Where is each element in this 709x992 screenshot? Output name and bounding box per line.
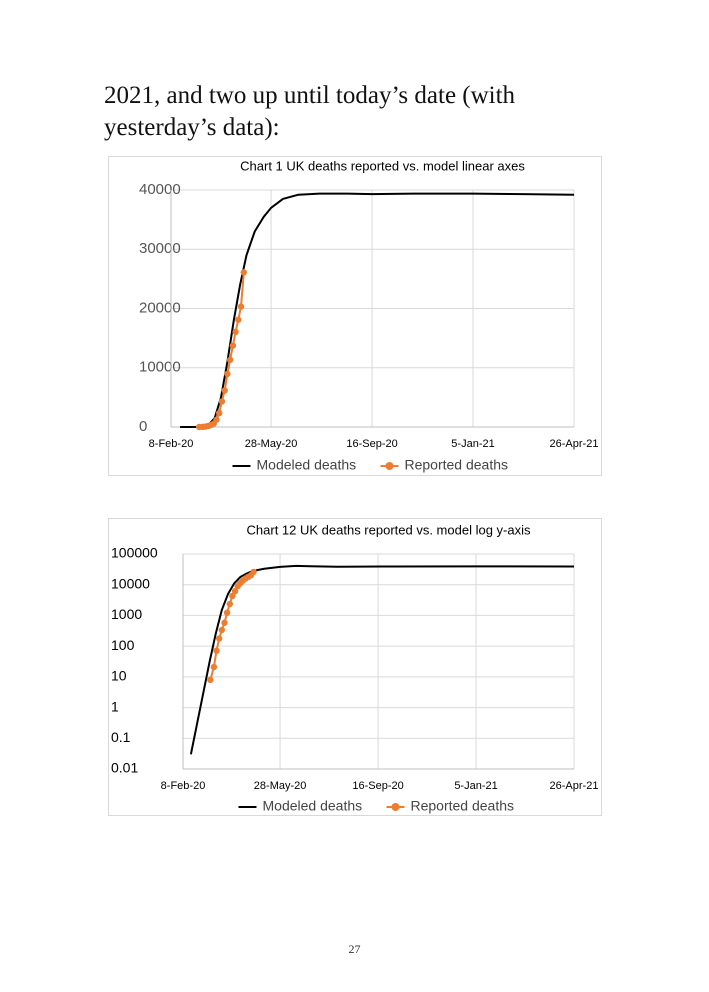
- legend-swatch: [391, 803, 400, 811]
- y-tick-label: 10000: [111, 575, 150, 591]
- x-tick-label: 8-Feb-20: [161, 780, 206, 792]
- y-tick-label: 100: [111, 637, 135, 653]
- data-point: [215, 635, 223, 642]
- y-tick-label: 100000: [111, 545, 158, 561]
- page-number: 27: [348, 942, 361, 956]
- data-point: [216, 409, 223, 417]
- data-point: [250, 568, 257, 576]
- x-tick-label: 5-Jan-21: [454, 780, 497, 792]
- legend-label: Modeled deaths: [257, 457, 357, 473]
- data-point: [213, 647, 220, 654]
- y-tick-label: 10: [111, 668, 127, 684]
- legend-label: Reported deaths: [405, 457, 509, 473]
- y-tick-label: 30000: [139, 240, 181, 257]
- data-point: [240, 269, 247, 276]
- data-point: [218, 398, 226, 405]
- x-tick-label: 28-May-20: [245, 438, 298, 450]
- y-tick-label: 1000: [111, 606, 142, 622]
- y-tick-label: 20000: [139, 299, 181, 316]
- data-point: [221, 619, 228, 626]
- data-point: [235, 316, 242, 323]
- legend-swatch: [385, 462, 394, 470]
- data-point: [210, 663, 218, 671]
- data-point: [229, 342, 237, 349]
- y-tick-label: 0: [139, 418, 147, 435]
- data-point: [221, 387, 228, 394]
- data-point: [232, 328, 239, 336]
- series-line: [189, 564, 575, 755]
- data-point: [231, 587, 239, 595]
- x-tick-label: 16-Sep-20: [346, 438, 397, 450]
- paragraph: 2021, and two up until today’s date (wit…: [104, 82, 516, 141]
- chart: Chart 1 UK deaths reported vs. model lin…: [108, 156, 602, 476]
- data-point: [229, 592, 236, 600]
- y-tick-label: 1: [111, 698, 119, 714]
- data-point: [224, 370, 231, 378]
- data-point: [207, 676, 214, 684]
- data-point: [218, 626, 226, 634]
- series-line: [180, 192, 575, 428]
- data-point: [213, 416, 220, 423]
- y-tick-label: 10000: [139, 359, 181, 376]
- x-tick-label: 8-Feb-20: [149, 438, 194, 450]
- y-tick-label: 40000: [139, 181, 181, 198]
- x-tick-label: 28-May-20: [254, 780, 307, 792]
- legend-label: Modeled deaths: [263, 798, 363, 814]
- y-tick-label: 0.1: [111, 729, 131, 745]
- data-point: [237, 303, 245, 310]
- data-point: [226, 356, 234, 364]
- chart-title: Chart 12 UK deaths reported vs. model lo…: [247, 522, 531, 537]
- chart: Chart 12 UK deaths reported vs. model lo…: [108, 518, 602, 816]
- x-tick-label: 5-Jan-21: [451, 438, 494, 450]
- chart-title: Chart 1 UK deaths reported vs. model lin…: [240, 158, 525, 173]
- data-point: [223, 609, 231, 616]
- data-point: [226, 600, 233, 608]
- y-tick-label: 0.01: [111, 760, 138, 776]
- x-tick-label: 26-Apr-21: [550, 438, 599, 450]
- legend-label: Reported deaths: [411, 798, 515, 814]
- x-tick-label: 16-Sep-20: [352, 780, 403, 792]
- x-tick-label: 26-Apr-21: [550, 780, 599, 792]
